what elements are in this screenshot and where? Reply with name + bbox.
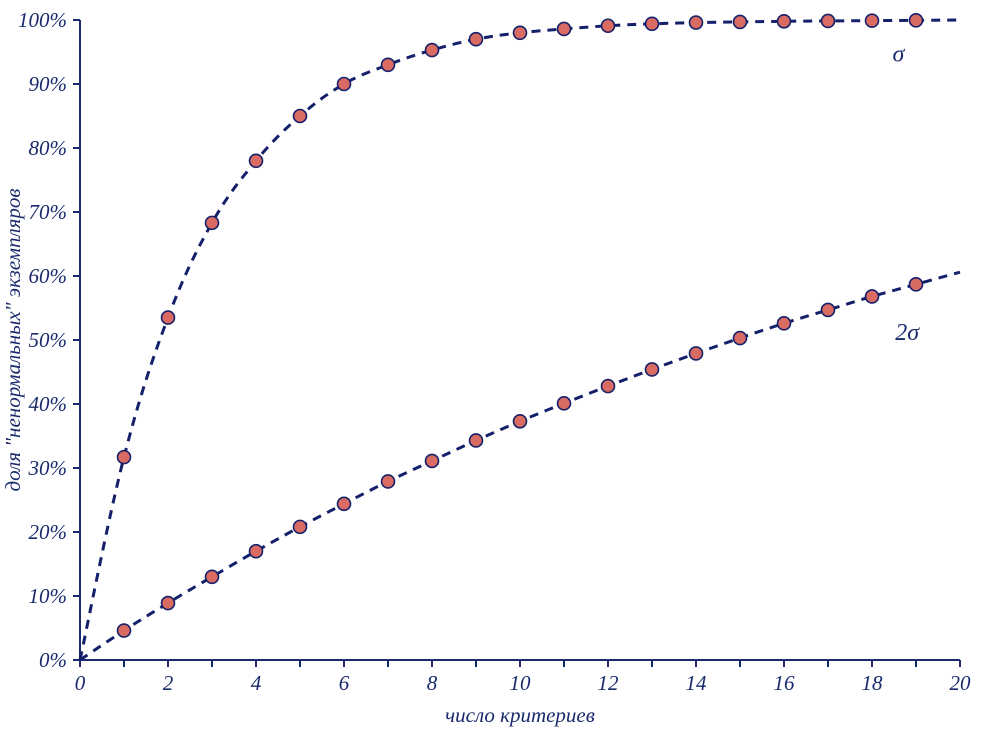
y-tick-label: 70%	[29, 200, 68, 224]
data-point-two-sigma	[646, 363, 659, 376]
data-point-sigma	[294, 110, 307, 123]
data-point-two-sigma	[382, 475, 395, 488]
series-label-sigma: σ	[892, 42, 905, 68]
data-point-sigma	[382, 58, 395, 71]
data-point-two-sigma	[822, 303, 835, 316]
data-point-two-sigma	[206, 570, 219, 583]
data-point-two-sigma	[602, 380, 615, 393]
data-point-sigma	[514, 26, 527, 39]
x-tick-label: 4	[251, 671, 262, 695]
data-point-sigma	[470, 33, 483, 46]
x-tick-label: 8	[427, 671, 438, 695]
data-point-sigma	[338, 78, 351, 91]
data-point-two-sigma	[162, 597, 175, 610]
x-tick-label: 12	[598, 671, 620, 695]
y-tick-label: 40%	[29, 392, 68, 416]
x-tick-label: 0	[75, 671, 86, 695]
data-point-sigma	[734, 15, 747, 28]
data-point-two-sigma	[338, 497, 351, 510]
x-axis-label: число критериев	[445, 703, 595, 727]
data-point-sigma	[910, 14, 923, 27]
y-tick-label: 60%	[29, 264, 68, 288]
data-point-two-sigma	[118, 624, 131, 637]
y-axis-label: доля "ненормальных" экземпляров	[1, 188, 25, 491]
x-tick-label: 2	[163, 671, 174, 695]
data-point-two-sigma	[778, 317, 791, 330]
x-tick-label: 16	[774, 671, 796, 695]
data-point-sigma	[250, 154, 263, 167]
x-tick-label: 18	[862, 671, 884, 695]
data-point-two-sigma	[910, 278, 923, 291]
x-tick-label: 14	[686, 671, 708, 695]
data-point-two-sigma	[470, 434, 483, 447]
data-point-two-sigma	[250, 545, 263, 558]
data-point-two-sigma	[690, 347, 703, 360]
data-point-sigma	[558, 22, 571, 35]
x-tick-label: 6	[339, 671, 350, 695]
chart-container: 0 2 4 6 8 10 12 14 16 18 20 0% 10% 20% 30% 40% 50% 60% 70%…	[0, 0, 998, 746]
data-point-sigma	[646, 17, 659, 30]
data-point-sigma	[690, 16, 703, 29]
y-tick-label: 90%	[29, 72, 68, 96]
data-point-two-sigma	[558, 397, 571, 410]
data-point-sigma	[866, 14, 879, 27]
data-point-two-sigma	[514, 415, 527, 428]
data-point-two-sigma	[294, 520, 307, 533]
data-point-sigma	[602, 19, 615, 32]
y-tick-label: 100%	[18, 8, 67, 32]
data-point-sigma	[118, 451, 131, 464]
data-point-two-sigma	[426, 454, 439, 467]
x-tick-label: 20	[950, 671, 972, 695]
y-tick-label: 10%	[29, 584, 68, 608]
data-point-two-sigma	[866, 290, 879, 303]
data-point-sigma	[426, 44, 439, 57]
y-tick-label: 20%	[29, 520, 68, 544]
data-point-sigma	[822, 14, 835, 27]
data-point-sigma	[206, 216, 219, 229]
y-tick-label: 50%	[29, 328, 68, 352]
chart-svg: 0 2 4 6 8 10 12 14 16 18 20 0% 10% 20% 30% 40% 50% 60% 70%…	[0, 0, 998, 746]
data-point-two-sigma	[734, 332, 747, 345]
data-point-sigma	[162, 311, 175, 324]
data-point-sigma	[778, 15, 791, 28]
x-tick-label: 10	[510, 671, 532, 695]
y-tick-label: 30%	[28, 456, 68, 480]
series-label-two-sigma: 2σ	[895, 320, 920, 346]
y-tick-label: 0%	[39, 648, 67, 672]
y-tick-label: 80%	[29, 136, 68, 160]
